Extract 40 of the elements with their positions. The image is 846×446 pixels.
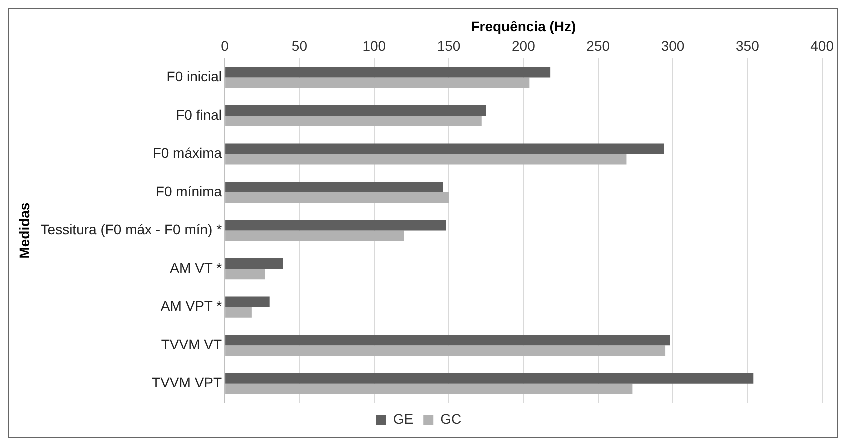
bar xyxy=(226,144,664,154)
y-tick-label: F0 inicial xyxy=(166,68,222,85)
bar xyxy=(226,307,252,318)
x-tick-label: 250 xyxy=(586,38,610,54)
y-tick-label: TVVM VPT xyxy=(152,374,222,391)
y-tick-label: F0 máxima xyxy=(152,145,222,162)
x-tick-label: 0 xyxy=(221,38,230,54)
bar xyxy=(226,182,444,193)
bar xyxy=(226,346,666,356)
y-tick-label: Tessitura (F0 máx - F0 mín) * xyxy=(40,222,223,238)
x-axis-title: Frequência (Hz) xyxy=(471,18,576,34)
y-tick-label: AM VT * xyxy=(170,260,223,276)
bar xyxy=(226,192,450,204)
x-tick-label: 50 xyxy=(292,38,308,54)
bar xyxy=(226,154,627,165)
y-tick-label: TVVM VT xyxy=(161,336,222,352)
bar xyxy=(226,116,482,127)
bar xyxy=(226,335,670,346)
bar xyxy=(226,269,266,280)
bar xyxy=(226,67,551,78)
x-tick-label: 300 xyxy=(661,38,685,54)
x-tick-label: 350 xyxy=(736,38,760,54)
legend-label: GE xyxy=(393,410,414,427)
x-tick-label: 150 xyxy=(437,38,461,54)
bar xyxy=(226,384,633,394)
bar xyxy=(226,373,754,384)
y-tick-label: F0 mínima xyxy=(156,183,222,200)
bar xyxy=(226,220,446,231)
y-axis-title: Medidas xyxy=(16,202,32,259)
x-tick-label: 400 xyxy=(810,38,834,54)
legend-label: GC xyxy=(440,410,462,427)
y-tick-label: F0 final xyxy=(176,106,222,123)
x-tick-label: 100 xyxy=(362,38,386,54)
bar xyxy=(226,296,270,308)
x-tick-label: 200 xyxy=(512,38,536,54)
bar xyxy=(226,230,404,242)
bar xyxy=(226,78,530,88)
bar xyxy=(226,105,486,116)
bar xyxy=(226,258,284,270)
y-tick-label: AM VPT * xyxy=(160,298,223,314)
